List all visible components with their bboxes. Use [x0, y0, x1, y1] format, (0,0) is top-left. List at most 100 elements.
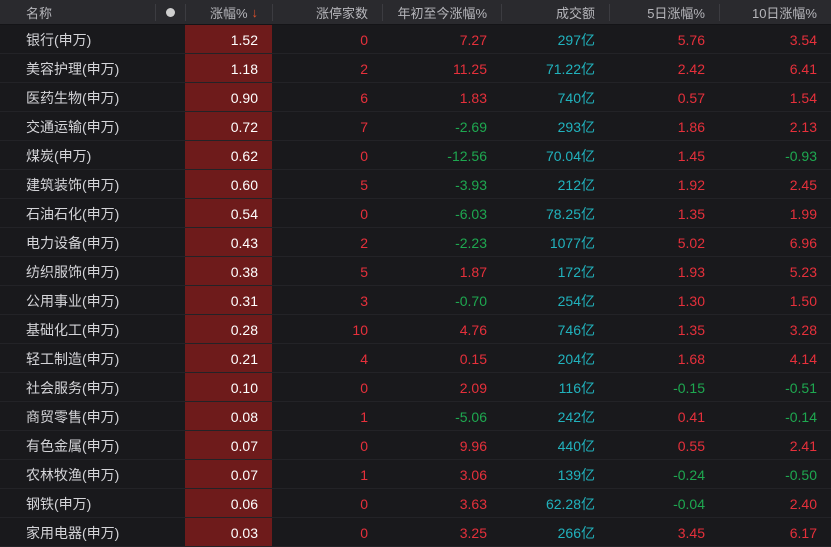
cell-5day-change: -0.15 — [673, 379, 705, 396]
cell-name: 社会服务(申万) — [26, 379, 120, 396]
cell-turnover: 266亿 — [557, 524, 595, 541]
cell-limit-up-count: 0 — [360, 495, 368, 512]
cell-10day-change: 2.13 — [789, 118, 817, 135]
cell-ytd-change: -3.93 — [455, 176, 487, 193]
cell-flag — [155, 25, 185, 54]
table-row[interactable]: 石油石化(申万) 0.54 0 -6.03 78.25亿 1.35 1.99 — [0, 199, 831, 228]
cell-5day-change: 5.02 — [677, 234, 705, 251]
cell-10day-change: 2.40 — [789, 495, 817, 512]
cell-limit-up-count: 0 — [360, 147, 368, 164]
table-row[interactable]: 建筑装饰(申万) 0.60 5 -3.93 212亿 1.92 2.45 — [0, 170, 831, 199]
cell-limit-up-count: 0 — [360, 205, 368, 222]
cell-name: 农林牧渔(申万) — [26, 466, 120, 483]
column-header-5day-change[interactable]: 5日涨幅% — [609, 0, 719, 25]
cell-ytd-change: 1.87 — [459, 263, 487, 280]
cell-change-pct: 0.62 — [185, 141, 272, 170]
cell-ytd-change: 0.15 — [459, 350, 487, 367]
table-row[interactable]: 美容护理(申万) 1.18 2 11.25 71.22亿 2.42 6.41 — [0, 54, 831, 83]
cell-limit-up-count: 5 — [360, 263, 368, 280]
table-row[interactable]: 医药生物(申万) 0.90 6 1.83 740亿 0.57 1.54 — [0, 83, 831, 112]
column-header-limit-up-count[interactable]: 涨停家数 — [272, 0, 382, 25]
cell-limit-up-count: 4 — [360, 350, 368, 367]
cell-name: 纺织服饰(申万) — [26, 263, 120, 280]
cell-name: 电力设备(申万) — [26, 234, 120, 251]
cell-change-pct: 0.06 — [185, 489, 272, 518]
cell-limit-up-count: 2 — [360, 234, 368, 251]
cell-name: 交通运输(申万) — [26, 118, 120, 135]
cell-change-pct: 0.60 — [185, 170, 272, 199]
table-row[interactable]: 基础化工(申万) 0.28 10 4.76 746亿 1.35 3.28 — [0, 315, 831, 344]
cell-5day-change: 2.42 — [677, 60, 705, 77]
column-header-name-label: 名称 — [26, 6, 53, 21]
cell-ytd-change: 9.96 — [459, 437, 487, 454]
cell-10day-change: 4.14 — [789, 350, 817, 367]
table-row[interactable]: 有色金属(申万) 0.07 0 9.96 440亿 0.55 2.41 — [0, 431, 831, 460]
cell-10day-change: 2.41 — [789, 437, 817, 454]
table-row[interactable]: 家用电器(申万) 0.03 0 3.25 266亿 3.45 6.17 — [0, 518, 831, 547]
cell-flag — [155, 199, 185, 228]
cell-flag — [155, 489, 185, 518]
column-header-change-pct[interactable]: 涨幅% ↓ — [185, 0, 272, 25]
cell-turnover: 70.04亿 — [545, 147, 595, 164]
cell-flag — [155, 54, 185, 83]
cell-limit-up-count: 10 — [352, 321, 368, 338]
cell-10day-change: -0.51 — [785, 379, 817, 396]
cell-flag — [155, 228, 185, 257]
table-header-row: 名称 涨幅% ↓ 涨停家数 年初至今涨幅% 成交额 5日涨幅% 10日涨幅% — [0, 0, 831, 25]
cell-name: 商贸零售(申万) — [26, 408, 120, 425]
table-row[interactable]: 纺织服饰(申万) 0.38 5 1.87 172亿 1.93 5.23 — [0, 257, 831, 286]
cell-turnover: 297亿 — [557, 31, 595, 48]
cell-change-pct: 1.52 — [185, 25, 272, 54]
cell-10day-change: 6.17 — [789, 524, 817, 541]
cell-turnover: 212亿 — [557, 176, 595, 193]
table-row[interactable]: 农林牧渔(申万) 0.07 1 3.06 139亿 -0.24 -0.50 — [0, 460, 831, 489]
cell-limit-up-count: 5 — [360, 176, 368, 193]
cell-limit-up-count: 3 — [360, 292, 368, 309]
cell-name: 有色金属(申万) — [26, 437, 120, 454]
cell-ytd-change: 4.76 — [459, 321, 487, 338]
table-row[interactable]: 商贸零售(申万) 0.08 1 -5.06 242亿 0.41 -0.14 — [0, 402, 831, 431]
cell-flag — [155, 344, 185, 373]
column-header-ytd-change[interactable]: 年初至今涨幅% — [382, 0, 501, 25]
cell-change-pct: 0.43 — [185, 228, 272, 257]
table-row[interactable]: 公用事业(申万) 0.31 3 -0.70 254亿 1.30 1.50 — [0, 286, 831, 315]
cell-ytd-change: 3.63 — [459, 495, 487, 512]
table-row[interactable]: 社会服务(申万) 0.10 0 2.09 116亿 -0.15 -0.51 — [0, 373, 831, 402]
cell-turnover: 440亿 — [557, 437, 595, 454]
cell-name: 银行(申万) — [26, 31, 92, 48]
cell-limit-up-count: 1 — [360, 408, 368, 425]
sort-desc-arrow-icon[interactable]: ↓ — [251, 5, 259, 20]
cell-ytd-change: 11.25 — [453, 60, 487, 77]
cell-10day-change: 6.96 — [789, 234, 817, 251]
cell-name: 医药生物(申万) — [26, 89, 120, 106]
table-row[interactable]: 交通运输(申万) 0.72 7 -2.69 293亿 1.86 2.13 — [0, 112, 831, 141]
cell-turnover: 746亿 — [557, 321, 595, 338]
cell-change-pct: 0.38 — [185, 257, 272, 286]
cell-change-pct: 0.03 — [185, 518, 272, 547]
cell-flag — [155, 170, 185, 199]
column-header-10day-change[interactable]: 10日涨幅% — [719, 0, 831, 25]
cell-limit-up-count: 6 — [360, 89, 368, 106]
table-row[interactable]: 煤炭(申万) 0.62 0 -12.56 70.04亿 1.45 -0.93 — [0, 141, 831, 170]
column-header-turnover[interactable]: 成交额 — [501, 0, 609, 25]
cell-10day-change: 5.23 — [789, 263, 817, 280]
cell-5day-change: 0.55 — [677, 437, 705, 454]
table-row[interactable]: 轻工制造(申万) 0.21 4 0.15 204亿 1.68 4.14 — [0, 344, 831, 373]
cell-turnover: 172亿 — [557, 263, 595, 280]
column-header-flag[interactable] — [155, 0, 185, 25]
column-header-change-pct-label: 涨幅% — [209, 6, 248, 21]
table-row[interactable]: 电力设备(申万) 0.43 2 -2.23 1077亿 5.02 6.96 — [0, 228, 831, 257]
cell-5day-change: 1.45 — [677, 147, 705, 164]
column-header-limit-up-count-label: 涨停家数 — [315, 6, 368, 21]
cell-limit-up-count: 0 — [360, 31, 368, 48]
table-row[interactable]: 银行(申万) 1.52 0 7.27 297亿 5.76 3.54 — [0, 25, 831, 54]
cell-flag — [155, 402, 185, 431]
cell-5day-change: -0.04 — [673, 495, 705, 512]
table-row[interactable]: 钢铁(申万) 0.06 0 3.63 62.28亿 -0.04 2.40 — [0, 489, 831, 518]
cell-flag — [155, 315, 185, 344]
cell-flag — [155, 286, 185, 315]
cell-5day-change: 1.92 — [677, 176, 705, 193]
cell-5day-change: 1.68 — [677, 350, 705, 367]
column-header-name[interactable]: 名称 — [0, 0, 155, 25]
cell-turnover: 1077亿 — [549, 234, 595, 251]
